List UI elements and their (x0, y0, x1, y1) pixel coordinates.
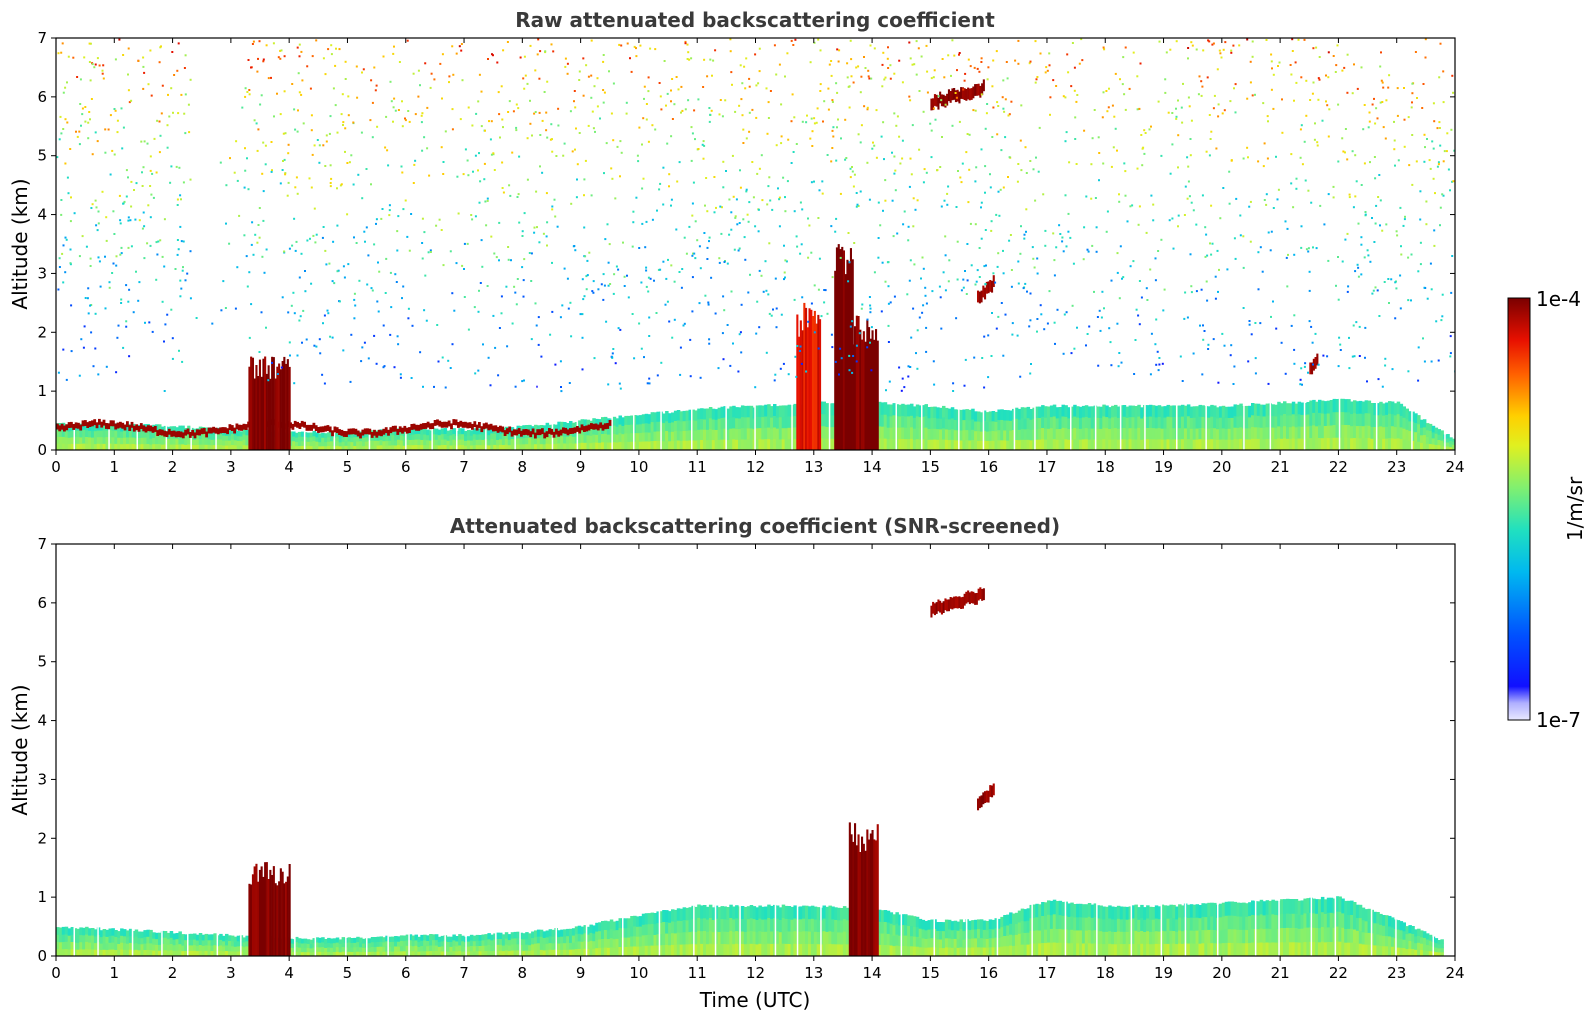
y-axis-label: Altitude (km) (8, 684, 32, 815)
chart-title: Attenuated backscattering coefficient (S… (450, 514, 1060, 538)
heatmap-layer-plume (796, 302, 822, 450)
x-tick-label: 13 (804, 964, 823, 982)
x-tick-label: 3 (226, 964, 236, 982)
x-tick-label: 21 (1271, 964, 1290, 982)
y-tick-label: 1 (37, 382, 47, 400)
y-tick-label: 5 (37, 653, 47, 671)
y-tick-label: 0 (37, 441, 47, 459)
y-tick-label: 7 (37, 29, 47, 47)
y-tick-label: 4 (37, 712, 47, 730)
x-tick-label: 10 (629, 964, 648, 982)
y-tick-label: 1 (37, 888, 47, 906)
heatmap-layer-cloud-column (248, 862, 291, 956)
x-tick-label: 16 (979, 458, 998, 476)
heatmap-layer-cloud (930, 79, 985, 111)
y-tick-label: 5 (37, 147, 47, 165)
panel-screened: Attenuated backscattering coefficient (S… (8, 514, 1465, 1012)
heatmap-layer-cloud-column (248, 356, 291, 450)
y-tick-label: 0 (37, 947, 47, 965)
x-tick-label: 8 (518, 964, 528, 982)
x-tick-label: 3 (226, 458, 236, 476)
y-tick-label: 6 (37, 594, 47, 612)
y-tick-label: 6 (37, 88, 47, 106)
y-tick-label: 3 (37, 264, 47, 282)
x-tick-label: 4 (284, 964, 294, 982)
x-tick-label: 14 (863, 458, 882, 476)
heatmap-raw (56, 38, 1455, 450)
x-tick-label: 12 (746, 964, 765, 982)
x-tick-label: 8 (518, 458, 528, 476)
x-tick-label: 5 (343, 458, 353, 476)
x-axis: 0 1 2 3 4 5 6 7 8 9 10 11 12 13 14 15 16 17 18 19 20 21 22 23 24 (51, 38, 1465, 476)
x-tick-label: 15 (921, 458, 940, 476)
colorbar-min-label: 1e-7 (1536, 708, 1581, 732)
y-axis: 0 1 2 3 4 5 6 7 (37, 29, 1455, 459)
x-tick-label: 21 (1271, 458, 1290, 476)
heatmap-layer-boundary-layer (56, 891, 1444, 956)
x-tick-label: 18 (1096, 964, 1115, 982)
x-tick-label: 19 (1154, 964, 1173, 982)
x-tick-label: 11 (688, 458, 707, 476)
x-tick-label: 18 (1096, 458, 1115, 476)
x-tick-label: 22 (1329, 964, 1348, 982)
x-tick-label: 1 (110, 964, 120, 982)
x-tick-label: 10 (629, 458, 648, 476)
y-tick-label: 2 (37, 323, 47, 341)
x-tick-label: 7 (459, 964, 469, 982)
x-tick-label: 12 (746, 458, 765, 476)
colorbar-gradient (1507, 297, 1531, 721)
x-tick-label: 9 (576, 964, 586, 982)
x-tick-label: 0 (51, 458, 61, 476)
heatmap-layer-cloud (977, 783, 995, 811)
x-tick-label: 14 (863, 964, 882, 982)
heatmap-layer-cloud (930, 587, 985, 618)
x-tick-label: 16 (979, 964, 998, 982)
x-tick-label: 15 (921, 964, 940, 982)
y-axis-label: Altitude (km) (8, 178, 32, 309)
y-tick-label: 7 (37, 535, 47, 553)
x-tick-label: 17 (1037, 964, 1056, 982)
x-tick-label: 1 (110, 458, 120, 476)
heatmap-layer-background-noise (56, 38, 1455, 393)
x-tick-label: 13 (804, 458, 823, 476)
x-tick-label: 2 (168, 964, 178, 982)
x-tick-label: 9 (576, 458, 586, 476)
x-tick-label: 7 (459, 458, 469, 476)
colorbar-unit-label: 1/m/sr (1563, 476, 1587, 541)
y-tick-label: 4 (37, 206, 47, 224)
chart-title: Raw attenuated backscattering coefficien… (515, 8, 995, 32)
y-tick-label: 2 (37, 829, 47, 847)
panel-raw: Raw attenuated backscattering coefficien… (8, 8, 1465, 476)
x-tick-label: 6 (401, 458, 411, 476)
x-tick-label: 24 (1445, 964, 1464, 982)
x-tick-label: 17 (1037, 458, 1056, 476)
x-tick-label: 24 (1445, 458, 1464, 476)
x-tick-label: 23 (1387, 964, 1406, 982)
x-axis-label: Time (UTC) (699, 988, 811, 1012)
x-tick-label: 22 (1329, 458, 1348, 476)
heatmap-layer-cloud-column (848, 822, 879, 956)
x-tick-label: 5 (343, 964, 353, 982)
colorbar-max-label: 1e-4 (1536, 287, 1581, 311)
y-tick-label: 3 (37, 770, 47, 788)
x-tick-label: 11 (688, 964, 707, 982)
x-tick-label: 19 (1154, 458, 1173, 476)
heatmap-screened (56, 587, 1444, 956)
x-tick-label: 20 (1212, 964, 1231, 982)
heatmap-layer-cloud (977, 275, 995, 304)
x-axis: 0 1 2 3 4 5 6 7 8 9 10 11 12 13 14 15 16 17 18 19 20 21 22 23 24 (51, 544, 1465, 982)
x-tick-label: 2 (168, 458, 178, 476)
y-axis: 0 1 2 3 4 5 6 7 (37, 535, 1455, 965)
x-tick-label: 23 (1387, 458, 1406, 476)
x-tick-label: 0 (51, 964, 61, 982)
x-tick-label: 6 (401, 964, 411, 982)
x-tick-label: 4 (284, 458, 294, 476)
colorbar: 1e-4 1e-7 1/m/sr (1507, 287, 1587, 732)
heatmap-layer-cloud-streak (834, 244, 854, 450)
x-tick-label: 20 (1212, 458, 1231, 476)
